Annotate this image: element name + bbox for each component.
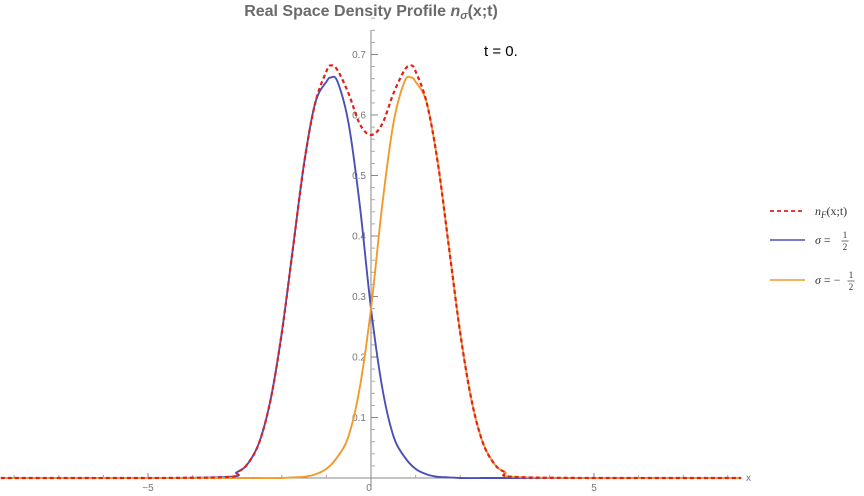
y-tick-label: 0.1 <box>352 413 366 424</box>
chart-title-args: (x;t) <box>468 3 498 20</box>
legend-label-0: nF(x;t) <box>815 204 847 220</box>
series-layer <box>0 64 742 480</box>
y-tick-label: 0.4 <box>352 232 366 243</box>
legend-label-1: σ = <box>815 233 831 247</box>
chart-title-symbol: n <box>451 3 461 20</box>
legend-frac-num-2: 1 <box>849 270 854 280</box>
series-line-0 <box>0 64 742 480</box>
time-annotation: t = 0. <box>484 43 518 60</box>
y-tick-label: 0.3 <box>352 292 366 303</box>
x-axis-label: x <box>746 473 751 484</box>
y-tick-label: 0.6 <box>352 111 366 122</box>
y-tick-label: 0.5 <box>352 171 366 182</box>
legend-label-2: σ = − <box>815 273 841 287</box>
legend-frac-den-2: 2 <box>849 282 854 292</box>
legend-frac-num-1: 1 <box>843 230 848 240</box>
x-tick-label: 0 <box>366 483 372 494</box>
legend-frac-den-1: 2 <box>843 242 848 252</box>
legend: nF(x;t) σ = 1 2 σ = − 1 2 <box>770 204 855 292</box>
x-tick-label: −5 <box>142 483 154 494</box>
y-tick-label: 0.2 <box>352 353 366 364</box>
x-tick-label: 5 <box>591 483 597 494</box>
axis-ticks: −5 0 5 0.1 0.2 0.3 0.4 0.5 0.6 0.7 <box>13 17 729 494</box>
y-tick-label: 0.7 <box>352 50 366 61</box>
chart-title: Real Space Density Profile nσ(x;t) <box>244 3 498 22</box>
chart-title-text: Real Space Density Profile <box>244 3 450 20</box>
chart-title-subscript: σ <box>460 10 468 22</box>
